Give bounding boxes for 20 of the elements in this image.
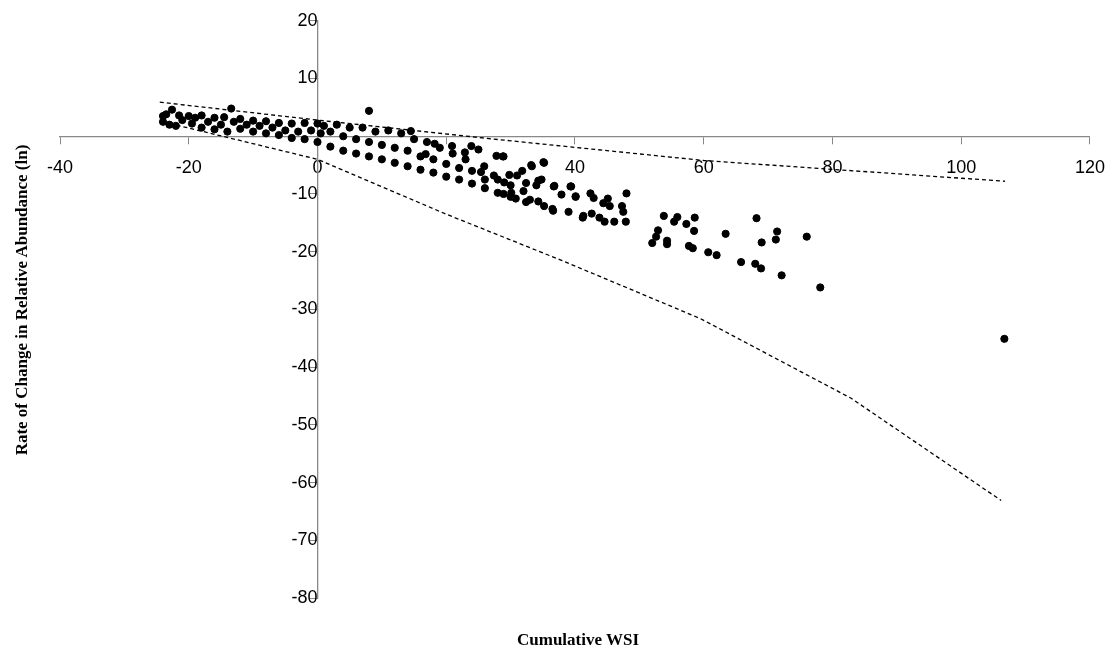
x-tick-label: -40 (46, 157, 74, 178)
x-tick-label: 60 (693, 157, 714, 178)
y-tick-label: -30 (291, 298, 318, 319)
x-axis-title: Cumulative WSI (516, 630, 640, 650)
y-tick-label: -10 (291, 182, 318, 203)
y-tick-label: -40 (291, 356, 318, 377)
y-tick-label: -50 (291, 413, 318, 434)
y-axis-title: Rate of Change in Relative Abundance (ln) (12, 144, 32, 456)
x-tick-label: 40 (564, 157, 586, 178)
y-tick-label: 10 (297, 67, 318, 88)
x-tick-label: 120 (1074, 157, 1106, 178)
y-tick-label: -60 (291, 471, 318, 492)
y-tick-label: 20 (297, 9, 318, 30)
y-tick-label: -80 (291, 586, 318, 607)
line-series (159, 101, 1006, 182)
x-tick-label: 80 (822, 157, 843, 178)
y-tick-label: -20 (291, 240, 318, 261)
x-tick-label: -20 (175, 157, 202, 178)
x-tick-label: 100 (946, 157, 977, 178)
y-tick-label: -70 (291, 529, 318, 550)
